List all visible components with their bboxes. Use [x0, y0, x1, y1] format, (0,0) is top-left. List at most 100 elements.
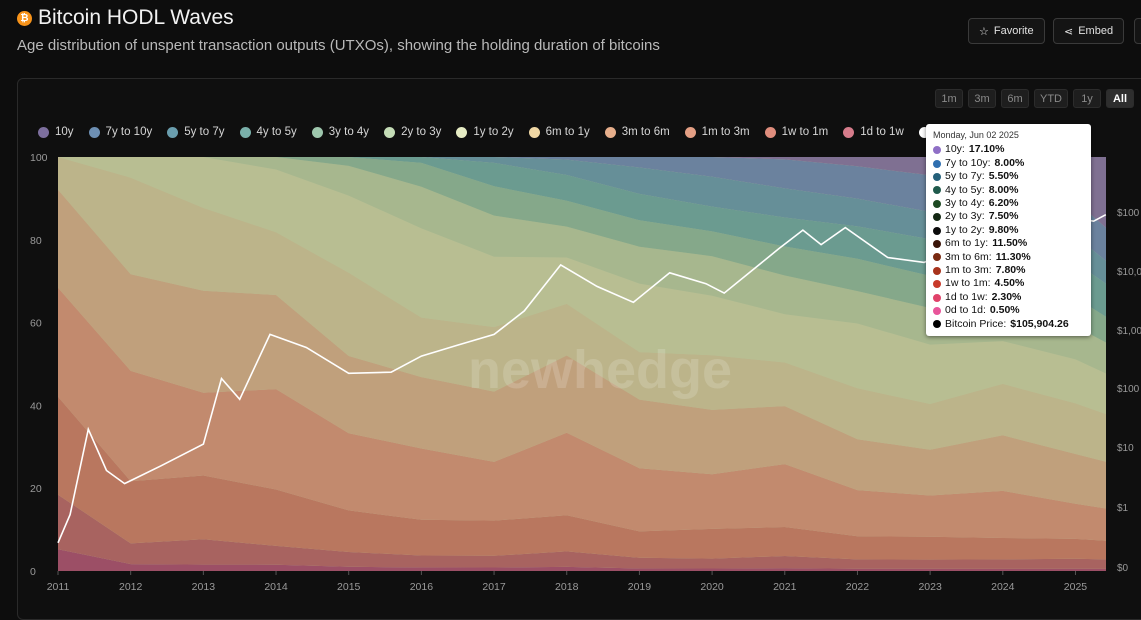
- tooltip-label: 10y:: [945, 143, 965, 156]
- legend-label: 7y to 10y: [105, 126, 153, 138]
- legend-label: 2y to 3y: [401, 126, 442, 138]
- area-band-3m-to-6m: [58, 189, 1106, 509]
- legend-label: 1w to 1m: [781, 126, 829, 138]
- legend-item[interactable]: 7y to 10y: [88, 126, 153, 138]
- x-tick-label: 2020: [700, 581, 724, 593]
- legend-swatch: [88, 126, 100, 138]
- tooltip-row: 1y to 2y: 9.80%: [933, 224, 1084, 237]
- chart-tooltip: Monday, Jun 02 2025 10y: 17.10% 7y to 10y:…: [926, 124, 1091, 337]
- y-right-tick-label: $1: [1117, 503, 1129, 514]
- tooltip-row: 2y to 3y: 7.50%: [933, 210, 1084, 223]
- x-tick-label: 2018: [555, 581, 579, 593]
- y-right-tick-label: $1,00: [1117, 326, 1141, 337]
- y-tick-label: 80: [30, 235, 42, 247]
- y-right-tick-label: $0: [1117, 563, 1129, 574]
- x-tick-label: 2011: [47, 581, 70, 593]
- x-tick-label: 2023: [918, 581, 942, 593]
- favorite-button[interactable]: ☆ Favorite: [968, 18, 1045, 44]
- range-button-1y[interactable]: 1y: [1073, 89, 1101, 108]
- range-button-all[interactable]: All: [1106, 89, 1134, 108]
- tooltip-row: 1d to 1w: 2.30%: [933, 291, 1084, 304]
- tooltip-row: 10y: 17.10%: [933, 143, 1084, 156]
- legend-swatch: [38, 126, 49, 138]
- tooltip-swatch: [933, 199, 941, 208]
- legend-label: 10y: [55, 126, 74, 138]
- range-button-6m[interactable]: 6m: [1001, 89, 1029, 108]
- x-tick-label: 2021: [773, 581, 797, 593]
- y-tick-label: 20: [30, 483, 42, 495]
- embed-button[interactable]: ⋖ Embed: [1053, 18, 1125, 44]
- legend-swatch: [528, 126, 540, 138]
- tooltip-label: 1w to 1m:: [945, 277, 991, 290]
- tooltip-swatch: [933, 306, 941, 315]
- range-selector: 1m 3m 6m YTD 1y All: [935, 89, 1134, 108]
- tooltip-label: 0d to 1d:: [945, 304, 986, 317]
- legend-item[interactable]: 2y to 3y: [384, 126, 441, 138]
- tooltip-swatch: [933, 226, 941, 235]
- range-button-ytd[interactable]: YTD: [1034, 89, 1068, 108]
- tooltip-swatch: [933, 266, 941, 275]
- tooltip-row: 5y to 7y: 5.50%: [933, 170, 1084, 183]
- tooltip-value: 7.80%: [995, 264, 1026, 277]
- y-tick-label: 100: [30, 152, 48, 164]
- legend-swatch: [311, 126, 323, 138]
- bitcoin-logo-icon: ₿: [17, 10, 32, 26]
- x-tick-label: 2012: [119, 581, 143, 593]
- tooltip-swatch: [933, 320, 941, 329]
- tooltip-swatch: [933, 280, 941, 289]
- tooltip-value: 5.50%: [988, 170, 1019, 183]
- range-button-3m[interactable]: 3m: [968, 89, 996, 108]
- page-title: Bitcoin HODL Waves: [38, 6, 234, 29]
- y-right-tick-label: $10,0: [1117, 267, 1141, 278]
- legend-swatch: [918, 126, 930, 138]
- legend-item[interactable]: 6m to 1y: [528, 126, 590, 138]
- tooltip-label: 1m to 3m:: [945, 264, 992, 277]
- x-tick-label: 2017: [482, 581, 506, 593]
- legend-item[interactable]: 1y to 2y: [456, 126, 514, 138]
- legend-item[interactable]: 1d to 1w: [843, 126, 904, 138]
- legend-item[interactable]: 1m to 3m: [684, 126, 750, 138]
- tooltip-swatch: [933, 146, 941, 155]
- tooltip-row: 7y to 10y: 8.00%: [933, 157, 1084, 170]
- legend-item[interactable]: 3m to 6m: [604, 126, 670, 138]
- area-band-4y-to-5y: [58, 157, 1106, 317]
- tooltip-value: 17.10%: [968, 143, 1005, 156]
- area-band-7y-to-10y: [58, 157, 1106, 261]
- y-right-tick-label: $100: [1117, 208, 1140, 219]
- legend-label: 6m to 1y: [545, 126, 590, 138]
- legend-item[interactable]: 1w to 1m: [764, 126, 829, 138]
- area-band-1d-to-1w: [58, 494, 1106, 569]
- legend-item[interactable]: 5y to 7y: [167, 126, 225, 138]
- tooltip-label: 1d to 1w:: [945, 290, 988, 303]
- legend-item[interactable]: 10y: [38, 126, 74, 138]
- x-tick-label: 2025: [1064, 581, 1088, 593]
- star-icon: ☆: [979, 25, 989, 38]
- area-band-1m-to-3m: [58, 287, 1106, 541]
- tooltip-row: Bitcoin Price: $105,904.26: [933, 318, 1084, 331]
- legend-swatch: [843, 126, 855, 138]
- tooltip-label: 3m to 6m:: [945, 250, 992, 263]
- x-tick-label: 2019: [628, 581, 652, 593]
- more-button[interactable]: [1134, 18, 1141, 44]
- y-right-tick-label: $10: [1117, 443, 1134, 454]
- x-tick-label: 2013: [192, 581, 216, 593]
- legend-label: 1d to 1w: [860, 126, 904, 138]
- page-subtitle: Age distribution of unspent transaction …: [17, 37, 660, 54]
- area-band-1y-to-2y: [58, 157, 1106, 415]
- legend-item[interactable]: 3y to 4y: [311, 126, 369, 138]
- title-row: ₿ Bitcoin HODL Waves: [17, 6, 234, 30]
- y-tick-label: 60: [30, 318, 42, 330]
- tooltip-label: 6m to 1y:: [945, 237, 989, 250]
- tooltip-label: 3y to 4y:: [945, 197, 985, 210]
- legend-swatch: [604, 126, 616, 138]
- tooltip-value: 0.50%: [989, 304, 1020, 317]
- legend-label: 1y to 2y: [473, 126, 514, 138]
- range-button-1m[interactable]: 1m: [935, 89, 963, 108]
- area-band-0d-to-1d: [58, 549, 1106, 571]
- tooltip-value: 6.20%: [988, 197, 1019, 210]
- tooltip-label: 2y to 3y:: [945, 210, 985, 223]
- tooltip-value: 11.30%: [995, 250, 1031, 263]
- legend-item[interactable]: 4y to 5y: [239, 126, 297, 138]
- tooltip-row: 0d to 1d: 0.50%: [933, 304, 1084, 317]
- legend-label: 4y to 5y: [256, 126, 297, 138]
